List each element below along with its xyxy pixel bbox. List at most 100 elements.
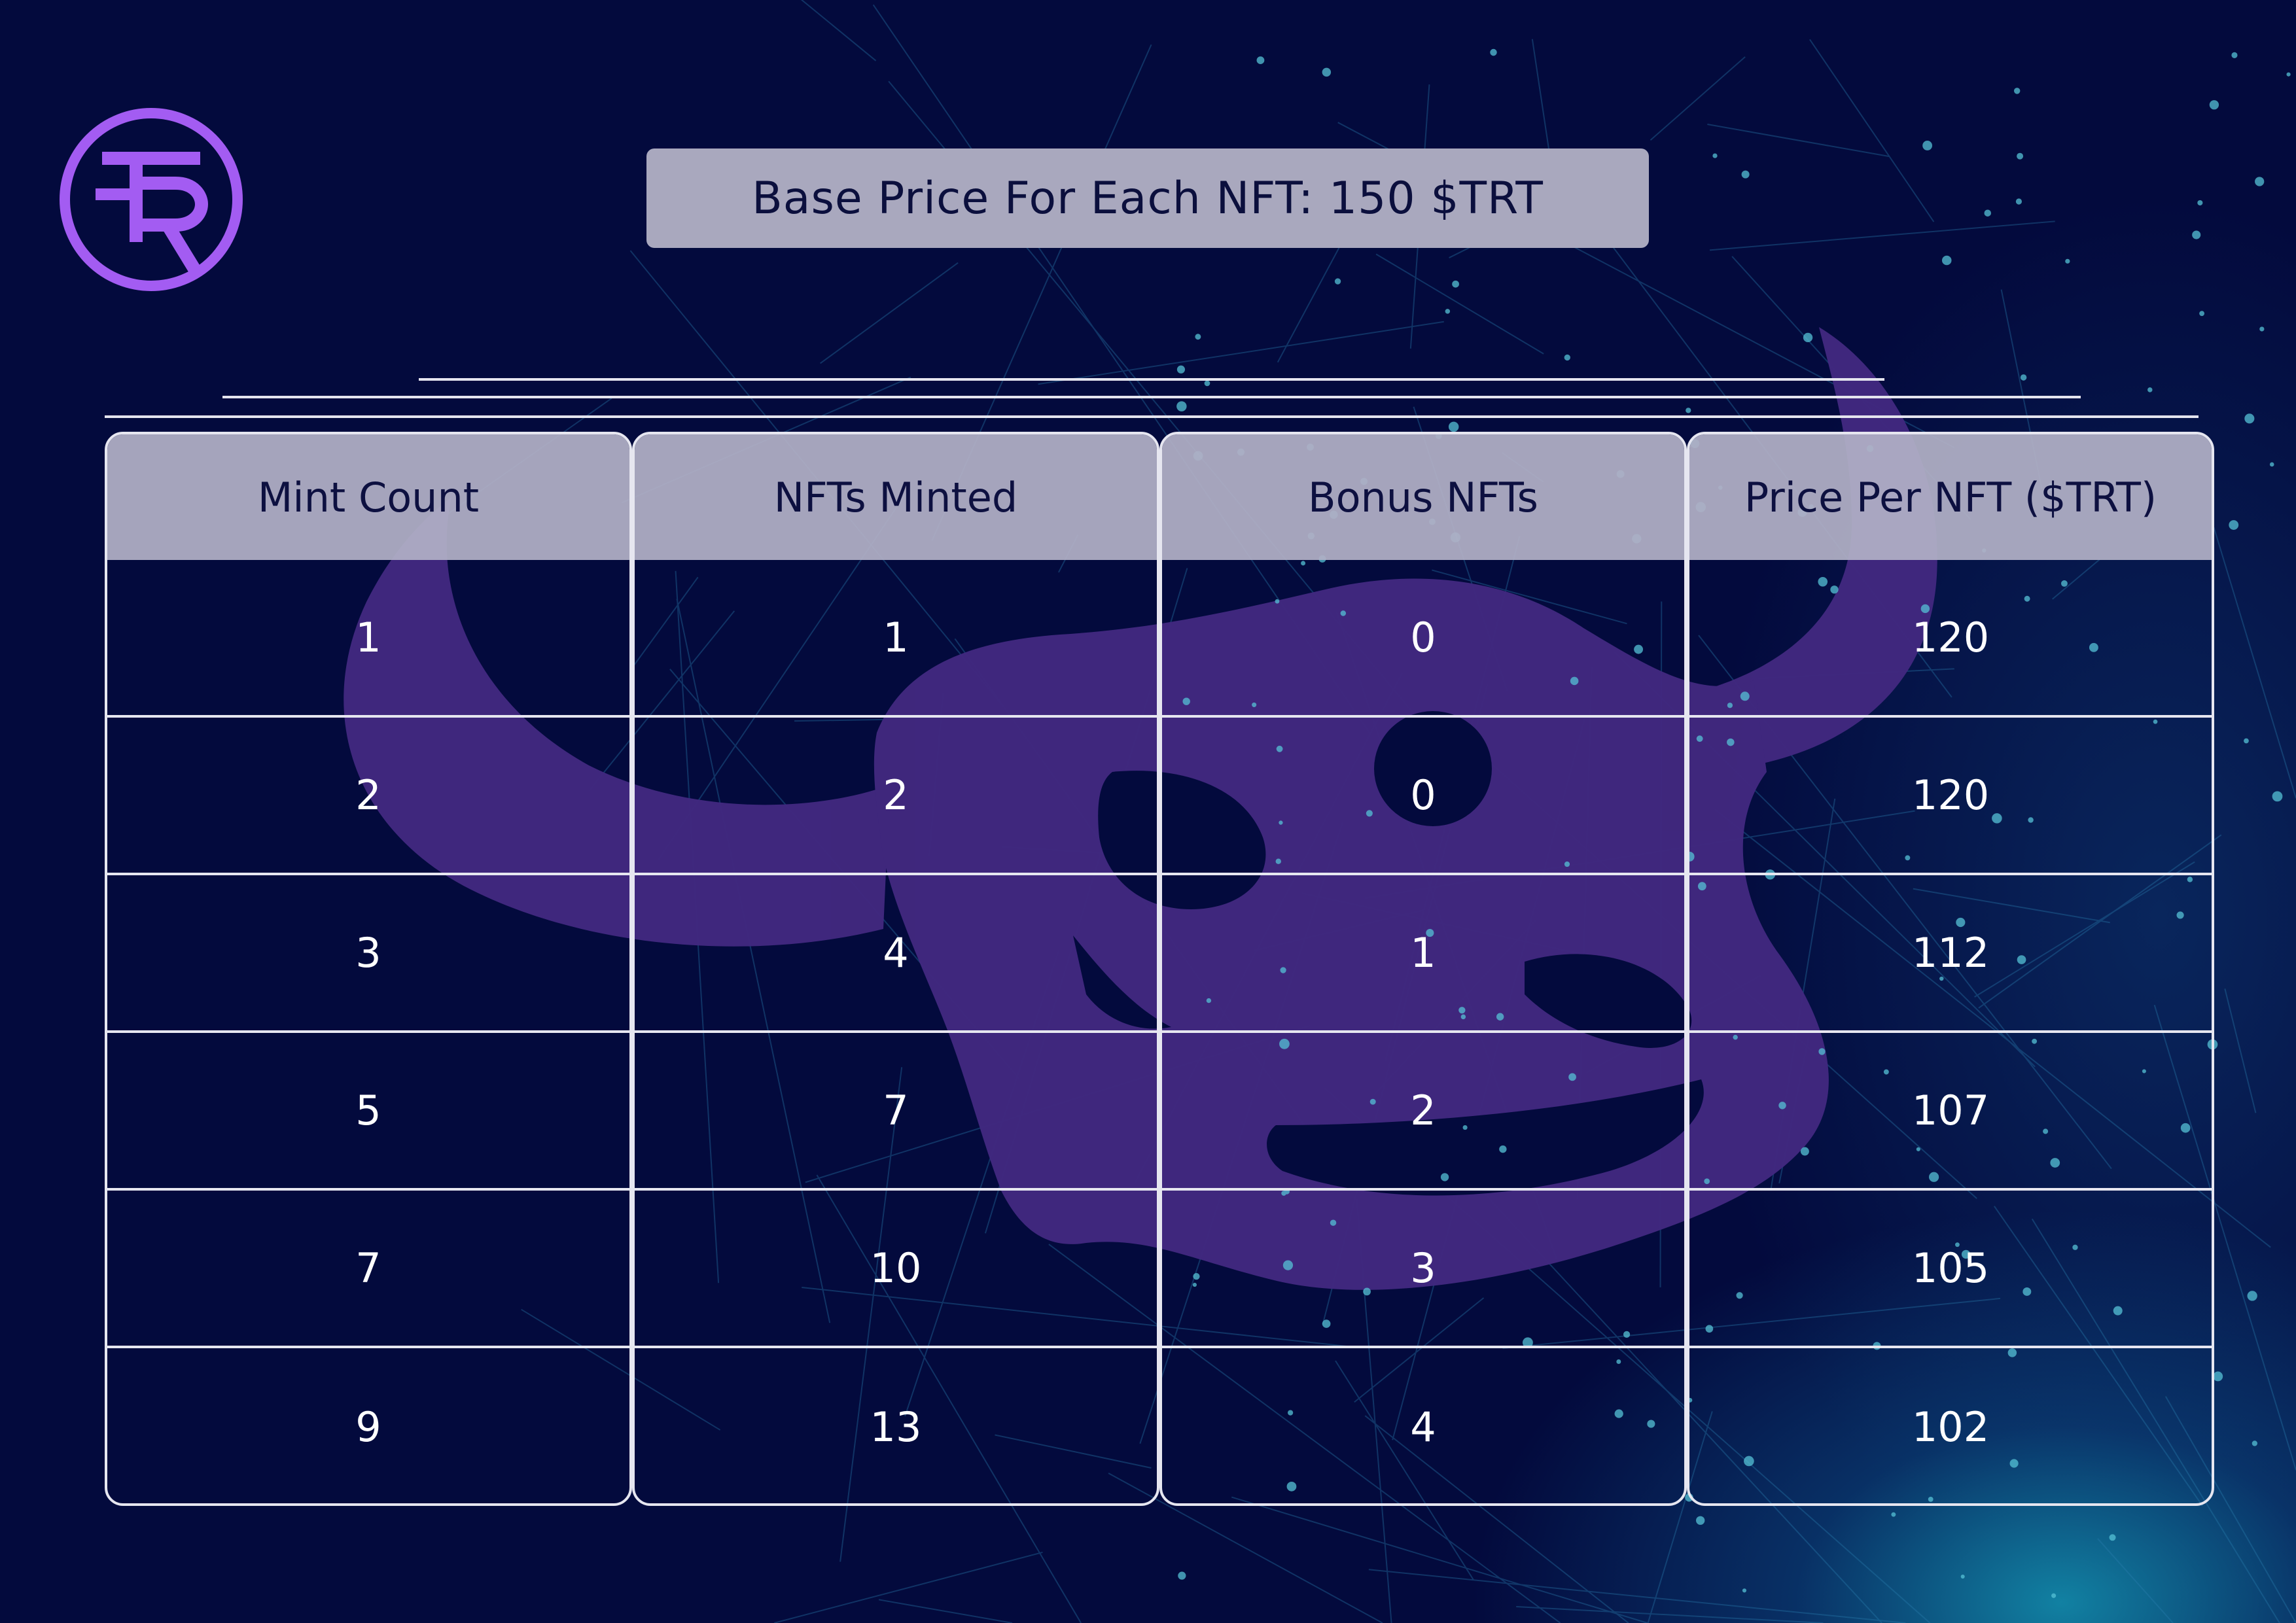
cell-value: 13 xyxy=(870,1403,922,1451)
particle-dot xyxy=(1570,676,1579,686)
network-line xyxy=(1714,809,2271,1248)
particle-dot xyxy=(1460,1014,1466,1020)
network-line xyxy=(2164,1396,2296,1623)
particle-dot xyxy=(1193,1272,1200,1280)
column-header: Mint Count xyxy=(107,434,629,560)
particle-dot xyxy=(2252,1440,2257,1446)
particle-dot xyxy=(1458,1007,1466,1014)
particle-dot xyxy=(1616,1359,1621,1364)
particle-dot xyxy=(1696,735,1703,742)
cell-value: 2 xyxy=(355,771,381,819)
particle-dot xyxy=(2017,152,2024,160)
particle-dot xyxy=(2286,72,2291,77)
particle-dot xyxy=(1195,334,1201,340)
table-cell: 4 xyxy=(635,875,1157,1033)
particle-dot xyxy=(1490,48,1497,56)
particle-dot xyxy=(1803,332,1813,343)
particle-dot xyxy=(2244,413,2255,424)
network-line xyxy=(1048,1244,1561,1623)
network-line xyxy=(1335,1360,1474,1580)
table-cell: 5 xyxy=(107,1033,629,1191)
particle-dot xyxy=(1252,702,1257,707)
cell-value: 5 xyxy=(355,1087,381,1134)
network-line xyxy=(1375,253,1544,355)
particle-dot xyxy=(2017,955,2026,964)
table-cell: 112 xyxy=(1689,875,2212,1033)
table-cell: 1 xyxy=(107,560,629,718)
table-cell: 0 xyxy=(1162,718,1684,875)
particle-dot xyxy=(1686,408,1691,413)
column-price-per-nft: Price Per NFT ($TRT) 120 120 112 107 105… xyxy=(1687,432,2214,1506)
network-line xyxy=(1974,861,2195,998)
particle-dot xyxy=(2187,877,2193,882)
particle-dot xyxy=(1452,280,1459,288)
particle-dot xyxy=(1448,421,1459,432)
network-line xyxy=(839,1067,903,1562)
network-line xyxy=(1913,888,2110,924)
particle-dot xyxy=(1176,365,1186,374)
particle-dot xyxy=(1929,1172,1939,1182)
particle-dot xyxy=(1830,585,1839,594)
particle-dot xyxy=(1176,401,1187,411)
particle-dot xyxy=(2072,1244,2078,1250)
particle-dot xyxy=(1279,820,1283,825)
particle-dot xyxy=(1522,1337,1533,1348)
network-line xyxy=(1650,56,1746,141)
particle-dot xyxy=(2109,1534,2116,1541)
cell-value: 7 xyxy=(355,1244,381,1292)
network-line xyxy=(633,576,699,666)
particle-dot xyxy=(1204,380,1210,387)
particle-dot xyxy=(1275,858,1281,864)
particle-dot xyxy=(1744,1456,1754,1467)
particle-dot xyxy=(2259,326,2265,332)
cell-value: 0 xyxy=(1410,614,1436,661)
network-line xyxy=(1516,1606,1824,1623)
particle-dot xyxy=(1568,1073,1576,1081)
particle-dot xyxy=(1282,1260,1294,1270)
particle-dot xyxy=(1564,861,1570,867)
particle-dot xyxy=(1741,170,1750,179)
network-line xyxy=(802,1286,1349,1348)
column-nfts-minted: NFTs Minted 1 2 4 7 10 13 xyxy=(632,432,1159,1506)
column-bonus-nfts: Bonus NFTs 0 0 1 2 3 4 xyxy=(1159,432,1687,1506)
particle-dot xyxy=(1941,255,1952,266)
column-header-label: Mint Count xyxy=(257,473,480,521)
table-cell: 120 xyxy=(1689,718,2212,875)
column-header-label: Bonus NFTs xyxy=(1308,473,1538,521)
cell-value: 1 xyxy=(883,614,909,661)
network-line xyxy=(2097,1538,2174,1623)
particle-dot xyxy=(1984,209,1992,217)
table-cell: 7 xyxy=(635,1033,1157,1191)
particle-dot xyxy=(1182,697,1190,705)
table-cell: 120 xyxy=(1689,560,2212,718)
tr-monogram-logo-icon xyxy=(60,108,243,291)
cell-value: 112 xyxy=(1911,929,1990,977)
particle-dot xyxy=(2020,374,2027,381)
particle-dot xyxy=(1369,1098,1376,1105)
particle-dot xyxy=(2153,719,2158,724)
particle-dot xyxy=(2192,230,2201,239)
column-mint-count: Mint Count 1 2 3 5 7 9 xyxy=(105,432,632,1506)
particle-dot xyxy=(1440,1173,1449,1181)
table-cell: 10 xyxy=(635,1191,1157,1348)
network-line xyxy=(1994,1206,2203,1507)
network-line xyxy=(588,610,735,792)
particle-dot xyxy=(1330,1219,1337,1226)
network-line xyxy=(1809,39,1935,222)
particle-dot xyxy=(1727,703,1733,708)
particle-dot xyxy=(2051,1593,2057,1598)
cell-value: 120 xyxy=(1911,614,1990,661)
particle-dot xyxy=(2061,580,2068,587)
particle-dot xyxy=(1697,882,1706,891)
particle-dot xyxy=(1733,1034,1738,1040)
network-line xyxy=(995,1434,1152,1469)
particle-dot xyxy=(1334,278,1341,285)
particle-dot xyxy=(2199,311,2205,317)
table-cell: 102 xyxy=(1689,1348,2212,1503)
table-cell: 13 xyxy=(635,1348,1157,1503)
network-line xyxy=(1978,834,2222,1009)
cell-value: 1 xyxy=(355,614,381,661)
cell-value: 4 xyxy=(1410,1403,1436,1451)
particle-dot xyxy=(2007,1348,2017,1357)
particle-dot xyxy=(1322,1319,1331,1328)
